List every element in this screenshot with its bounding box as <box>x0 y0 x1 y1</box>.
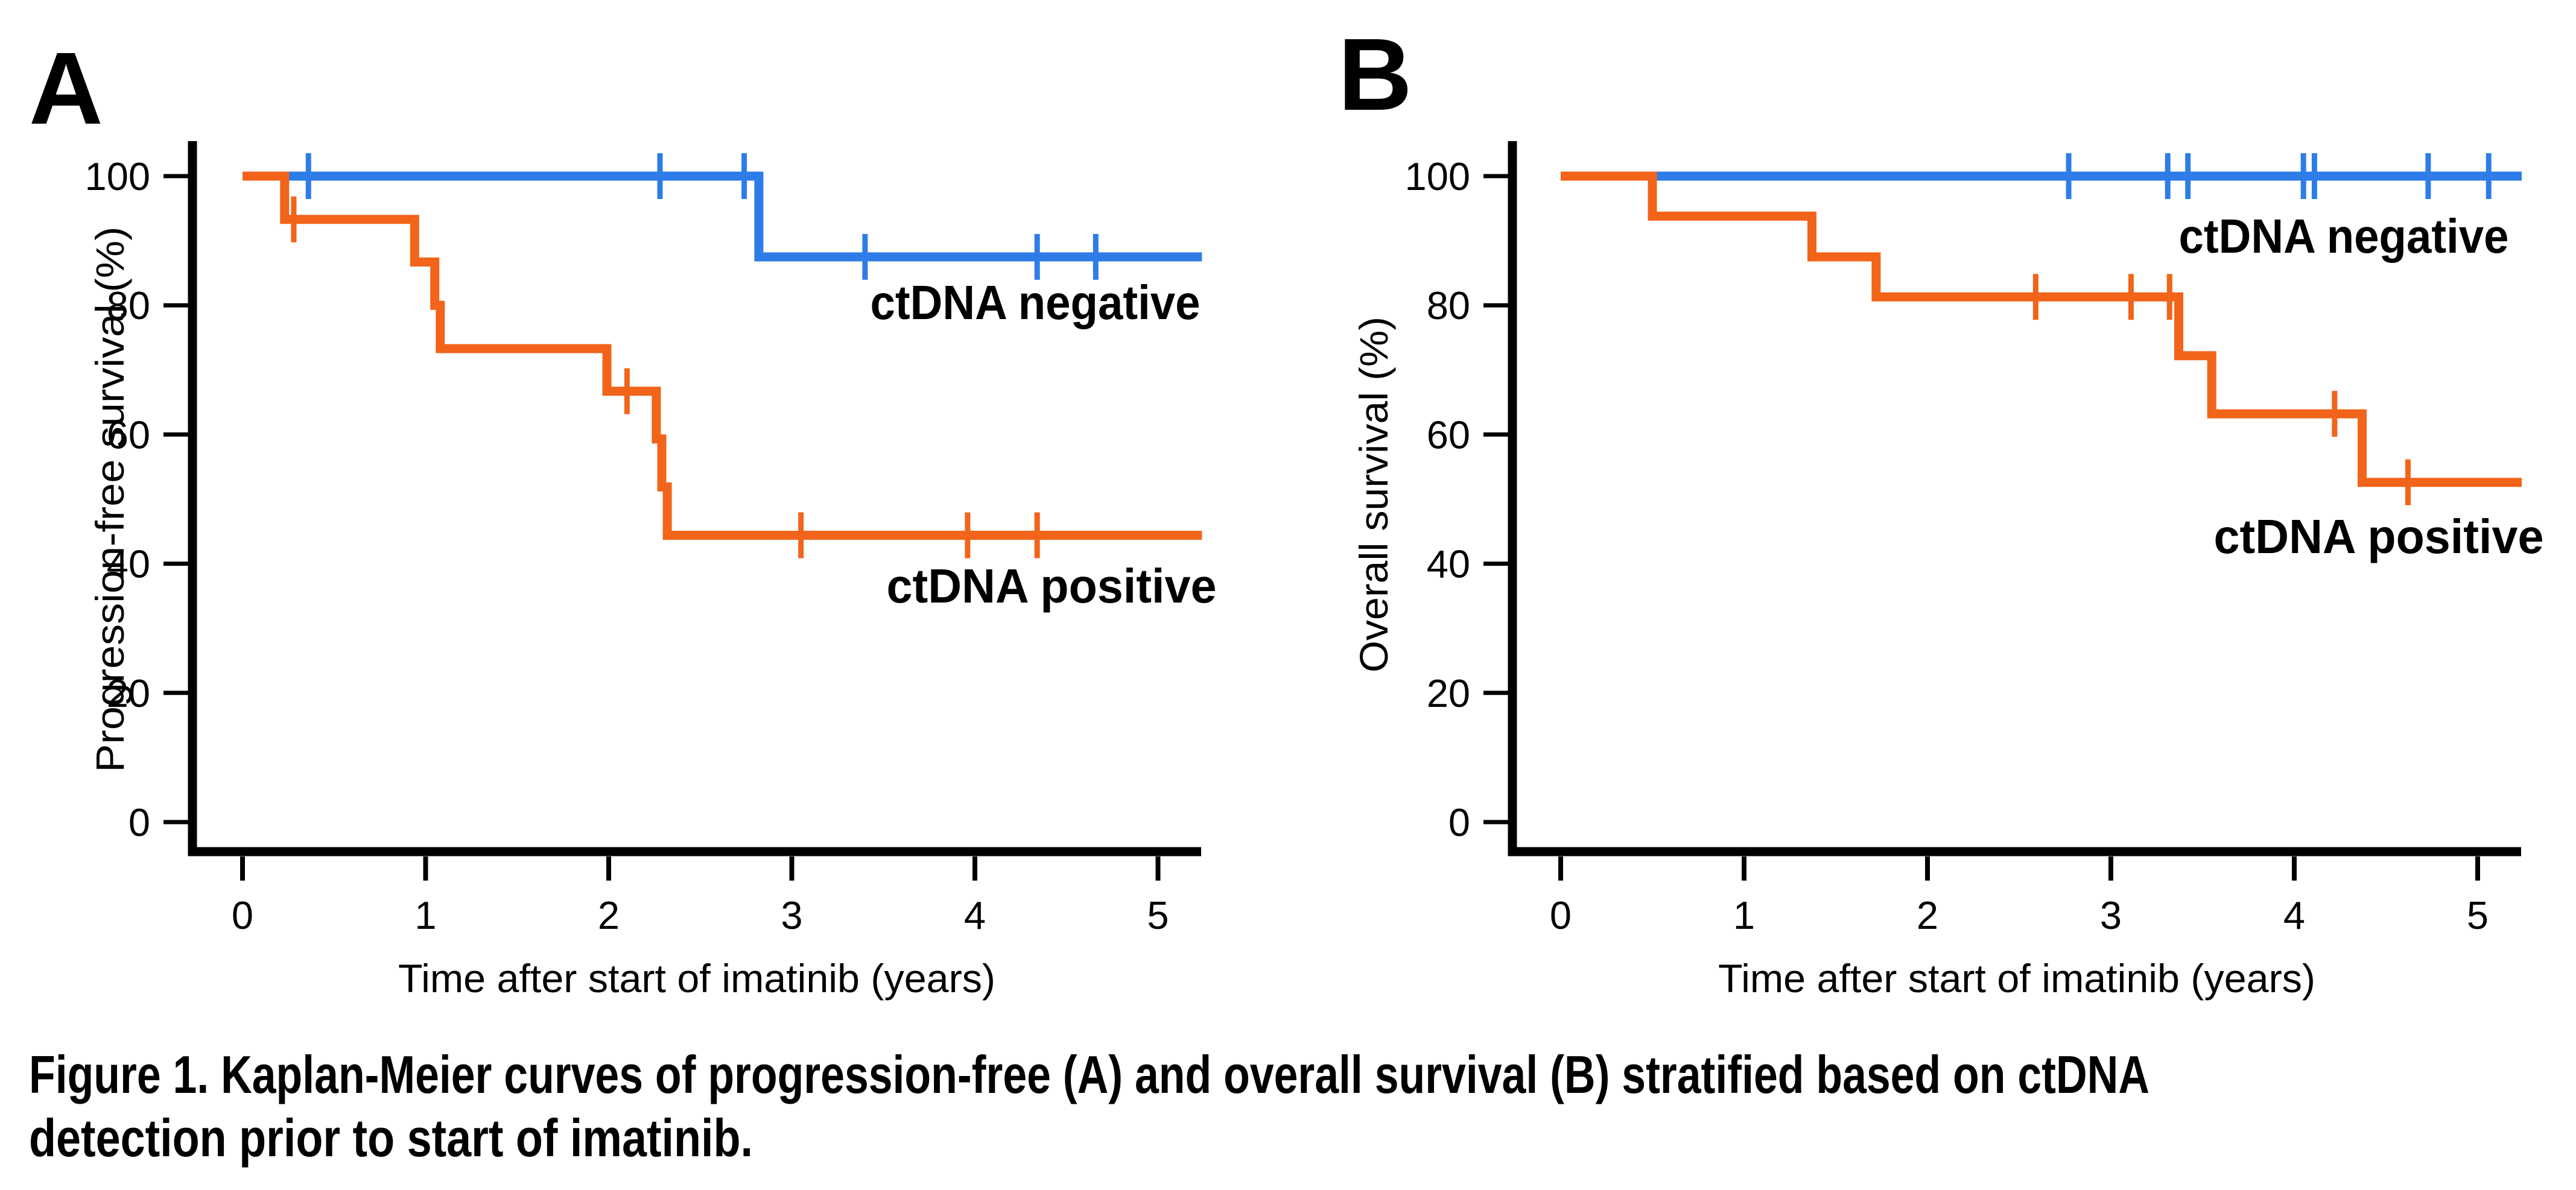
axis-spines <box>1508 141 2521 856</box>
x-axis-tick-label: 0 <box>1550 893 1572 937</box>
y-axis-tick-label: 60 <box>107 413 150 457</box>
panel-a-plot: 0 20 40 60 80 100 0 1 2 3 4 5 <box>85 141 1202 937</box>
panel-a-ctdna-negative-label: ctDNA negative <box>871 276 1201 329</box>
x-axis-tick-label: 4 <box>964 893 986 937</box>
panel-b-x-axis-title: Time after start of imatinib (years) <box>1718 956 2315 1001</box>
x-axis-tick-label: 2 <box>598 893 620 937</box>
y-axis-tick-label: 80 <box>107 283 150 328</box>
panel-b-y-axis-title: Overall survival (%) <box>1351 317 1396 673</box>
axis-spines <box>188 141 1201 856</box>
x-axis-tick-label: 1 <box>1733 893 1755 937</box>
y-axis-tick-label: 0 <box>1448 800 1470 844</box>
y-axis-tick-label: 40 <box>1427 542 1470 586</box>
y-axis-tick-label: 40 <box>107 542 150 586</box>
x-axis-tick-label: 3 <box>781 893 802 937</box>
panel-a-x-axis-title: Time after start of imatinib (years) <box>398 956 995 1001</box>
x-axis-tick-label: 5 <box>1147 893 1169 937</box>
y-axis-tick-label: 100 <box>1405 154 1470 198</box>
y-axis-tick-label: 20 <box>1427 671 1470 715</box>
km-curve-ctdna-positive <box>243 171 1202 540</box>
panel-a-ctdna-positive-label: ctDNA positive <box>887 559 1217 613</box>
panel-a-letter: A <box>29 31 103 146</box>
figure-caption-line-1: Figure 1. Kaplan-Meier curves of progres… <box>29 1045 2149 1104</box>
x-axis-tick-label: 4 <box>2283 893 2305 937</box>
panel-b-ctdna-negative-label: ctDNA negative <box>2179 209 2509 263</box>
panel-a-y-axis-title: Progression-free survival (%) <box>87 227 132 773</box>
y-axis-tick-label: 100 <box>85 154 150 198</box>
figure-caption-line-2: detection prior to start of imatinib. <box>29 1108 753 1168</box>
y-axis-tick-label: 80 <box>1427 283 1470 328</box>
y-axis-tick-label: 20 <box>107 671 150 715</box>
x-axis-tick-label: 5 <box>2467 893 2489 937</box>
x-axis-tick-label: 3 <box>2100 893 2122 937</box>
panel-b-ctdna-positive-label: ctDNA positive <box>2214 510 2544 563</box>
x-axis-tick-label: 2 <box>1917 893 1938 937</box>
y-axis-tick-label: 60 <box>1427 413 1470 457</box>
y-axis-tick-label: 0 <box>128 800 150 844</box>
panel-b-letter: B <box>1338 17 1412 132</box>
panel-b-plot: 0 20 40 60 80 100 0 1 2 3 4 5 <box>1405 141 2522 937</box>
km-curve-ctdna-negative <box>243 171 1202 262</box>
x-axis-tick-label: 0 <box>232 893 253 937</box>
x-axis-tick-label: 1 <box>414 893 436 937</box>
